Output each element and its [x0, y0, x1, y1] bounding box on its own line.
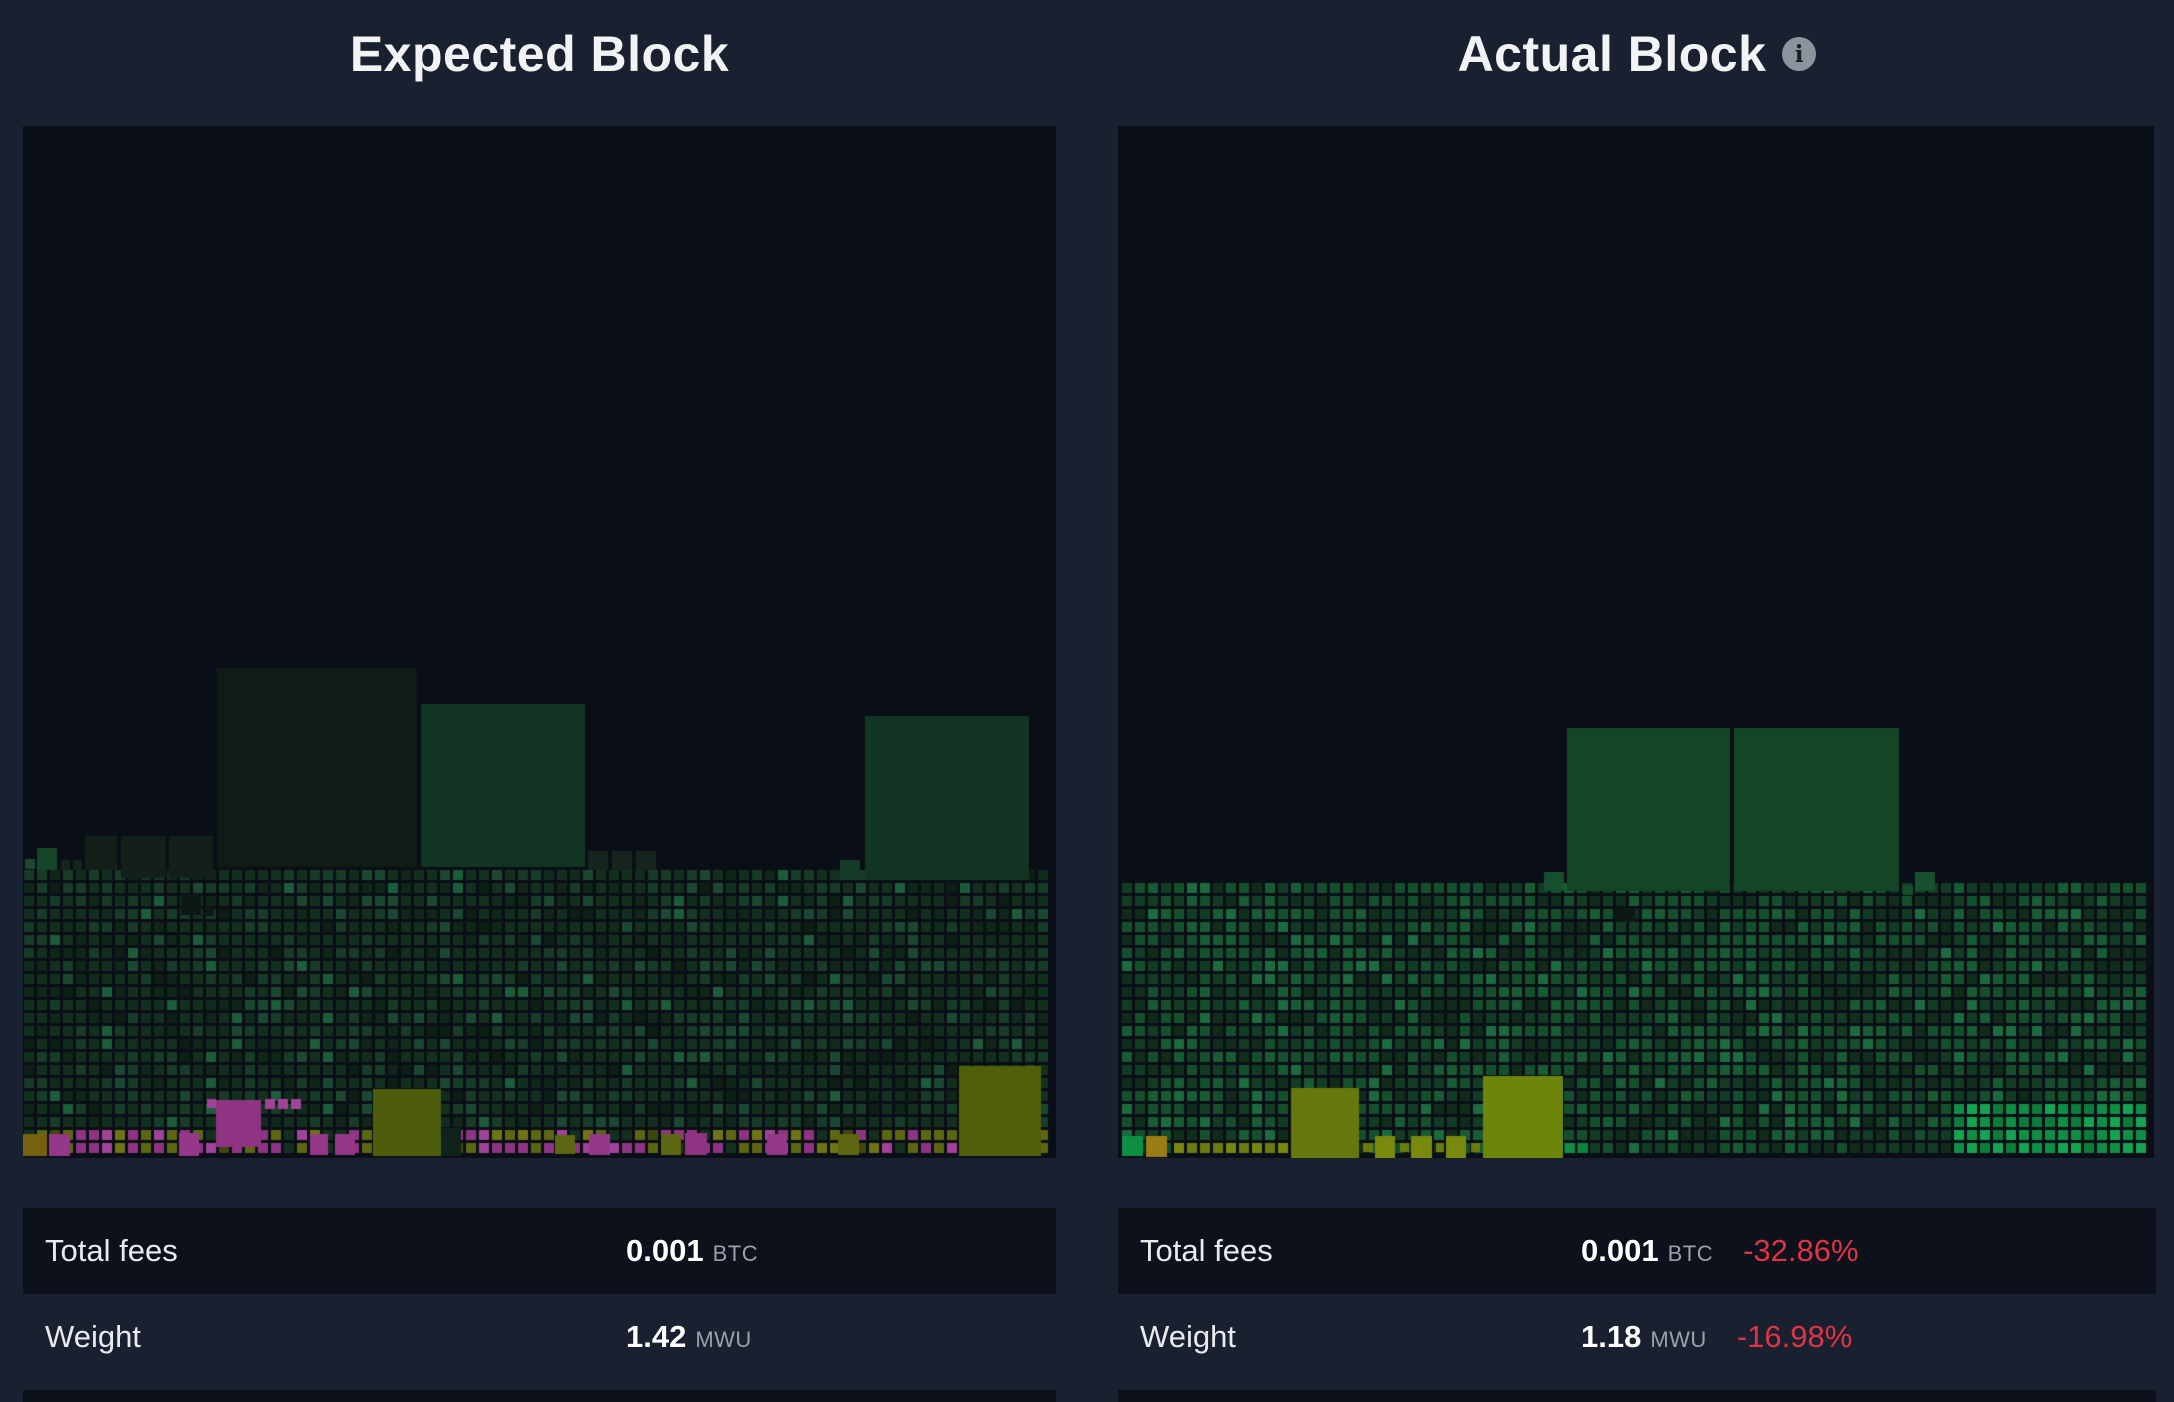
total-fees-value: 0.001 — [1581, 1233, 1659, 1268]
expected-block-title: Expected Block — [23, 18, 1056, 90]
total-fees-unit: BTC — [712, 1241, 759, 1266]
expected-total-fees-row: Total fees 0.001 BTC — [23, 1208, 1056, 1294]
weight-value-group: 1.42 MWU — [626, 1319, 752, 1355]
weight-value: 1.18 — [1581, 1319, 1642, 1354]
total-fees-unit: BTC — [1667, 1241, 1714, 1266]
info-icon[interactable]: i — [1782, 37, 1817, 71]
weight-delta: -16.98% — [1736, 1319, 1853, 1354]
weight-value-group: 1.18 MWU -16.98% — [1581, 1319, 1852, 1355]
actual-next-row-clipped — [1118, 1390, 2156, 1402]
weight-value: 1.42 — [626, 1319, 687, 1354]
actual-block-visualization[interactable] — [1118, 126, 2154, 1158]
expected-block-title-text: Expected Block — [349, 26, 730, 82]
expected-weight-row: Weight 1.42 MWU — [23, 1294, 1056, 1380]
actual-block-title-text: Actual Block — [1457, 26, 1767, 82]
actual-total-fees-row: Total fees 0.001 BTC -32.86% — [1118, 1208, 2156, 1294]
weight-label: Weight — [45, 1319, 141, 1354]
actual-block-panel: Actual Block i Total fees 0.001 BTC -32.… — [1118, 0, 2156, 1402]
total-fees-label: Total fees — [45, 1233, 178, 1268]
total-fees-value-group: 0.001 BTC — [626, 1233, 758, 1269]
actual-weight-row: Weight 1.18 MWU -16.98% — [1118, 1294, 2156, 1380]
expected-block-panel: Expected Block Total fees 0.001 BTC Weig… — [23, 0, 1056, 1402]
weight-unit: MWU — [1650, 1327, 1707, 1352]
total-fees-delta: -32.86% — [1743, 1233, 1859, 1268]
weight-unit: MWU — [695, 1327, 752, 1352]
total-fees-value: 0.001 — [626, 1233, 704, 1268]
expected-next-row-clipped — [23, 1390, 1056, 1402]
expected-block-visualization[interactable] — [23, 126, 1056, 1158]
total-fees-label: Total fees — [1140, 1233, 1273, 1268]
weight-label: Weight — [1140, 1319, 1236, 1354]
actual-block-title: Actual Block i — [1118, 18, 2156, 90]
total-fees-value-group: 0.001 BTC -32.86% — [1581, 1233, 1859, 1269]
